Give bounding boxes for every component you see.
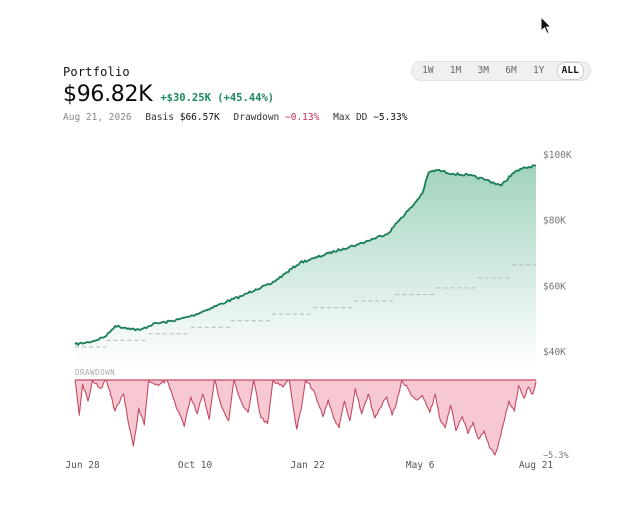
drawdown-value: −0.13%	[285, 112, 320, 123]
y-tick-label: $60K	[543, 281, 566, 292]
basis-value: $66.57K	[179, 112, 220, 123]
y-tick-label: $80K	[543, 216, 566, 227]
max-dd-value: −5.33%	[373, 112, 408, 123]
y-tick-label: $40K	[543, 347, 566, 358]
drawdown-min-label: −5.3%	[543, 451, 569, 461]
portfolio-change: +$30.25K (+45.44%)	[160, 92, 275, 104]
range-6m-button[interactable]: 6M	[505, 65, 517, 76]
mouse-pointer-icon	[540, 16, 553, 35]
x-tick-label: Jan 22	[291, 460, 325, 471]
basis-label: Basis	[145, 112, 174, 123]
drawdown-panel-label: DRAWDOWN	[75, 368, 115, 377]
value-row: $96.82K +$30.25K (+45.44%)	[63, 82, 274, 107]
range-1y-button[interactable]: 1Y	[532, 65, 545, 76]
value-area	[75, 165, 536, 365]
x-tick-label: Aug 21	[519, 460, 554, 471]
drawdown-label: Drawdown	[233, 112, 280, 123]
range-selector: 1W 1M 3M 6M 1Y ALL	[411, 61, 591, 81]
x-tick-label: Oct 10	[178, 460, 213, 471]
meta-row: Aug 21, 2026 Basis $66.57K Drawdown −0.1…	[63, 112, 407, 123]
y-tick-label: $100K	[543, 150, 572, 161]
value-line	[74, 164, 537, 346]
portfolio-title: Portfolio	[63, 65, 130, 79]
portfolio-value: $96.82K	[63, 82, 153, 107]
range-3m-button[interactable]: 3M	[477, 65, 489, 76]
range-1w-button[interactable]: 1W	[422, 65, 434, 76]
as-of-date: Aug 21, 2026	[63, 112, 132, 123]
range-1m-button[interactable]: 1M	[449, 65, 462, 76]
drawdown-area	[75, 380, 536, 455]
max-dd-label: Max DD	[333, 112, 368, 123]
drawdown-line	[74, 379, 537, 456]
x-tick-label: May 6	[406, 460, 435, 471]
x-tick-label: Jun 28	[65, 460, 100, 471]
range-all-button[interactable]: ALL	[556, 62, 584, 80]
